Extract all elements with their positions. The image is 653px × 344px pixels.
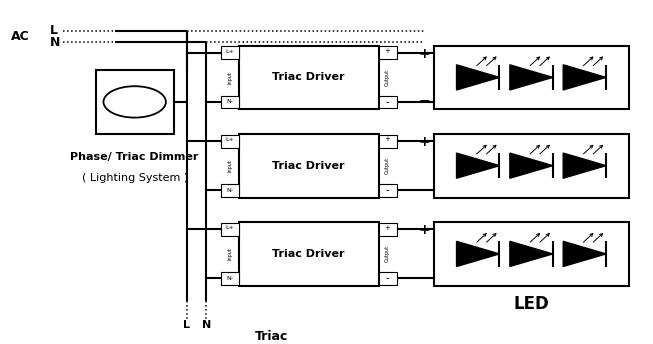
Bar [239, 134, 379, 197]
Bar [434, 134, 629, 197]
Text: AC: AC [11, 30, 30, 43]
Bar [379, 96, 397, 108]
Text: L+: L+ [225, 225, 234, 230]
Polygon shape [563, 65, 606, 90]
Text: +: + [385, 225, 390, 231]
Polygon shape [456, 241, 500, 267]
Polygon shape [456, 65, 500, 90]
Text: +: + [385, 48, 390, 54]
Polygon shape [510, 65, 553, 90]
Text: Phase/ Triac Dimmer: Phase/ Triac Dimmer [71, 152, 199, 162]
Bar [379, 272, 397, 285]
Text: N: N [50, 36, 61, 49]
Bar [96, 70, 174, 134]
Text: L+: L+ [225, 137, 234, 142]
Text: Input: Input [227, 159, 232, 172]
Text: −: − [418, 271, 430, 284]
Polygon shape [456, 153, 500, 178]
Text: -: - [386, 273, 389, 283]
Text: Triac Driver: Triac Driver [272, 161, 345, 171]
Bar [379, 223, 397, 236]
Text: L: L [50, 24, 58, 37]
Text: −: − [418, 182, 430, 196]
Bar [239, 222, 379, 286]
Text: L: L [183, 320, 190, 330]
Polygon shape [510, 241, 553, 267]
Bar [221, 184, 239, 197]
Bar [434, 222, 629, 286]
Text: +: + [418, 47, 430, 61]
Polygon shape [563, 241, 606, 267]
Text: Triac Driver: Triac Driver [272, 72, 345, 83]
Text: LED: LED [513, 295, 549, 313]
Bar [239, 45, 379, 109]
Text: N: N [202, 320, 211, 330]
Text: -: - [386, 97, 389, 107]
Text: −: − [418, 94, 430, 108]
Text: Input: Input [227, 71, 232, 84]
Text: Triac: Triac [255, 330, 288, 343]
Bar [379, 184, 397, 197]
Bar [434, 45, 629, 109]
Bar [221, 272, 239, 285]
Text: Output: Output [385, 157, 390, 174]
Bar [221, 96, 239, 108]
Bar [379, 135, 397, 148]
Text: N-: N- [226, 276, 233, 281]
Bar [379, 46, 397, 59]
Text: L+: L+ [225, 49, 234, 54]
Text: N-: N- [226, 99, 233, 105]
Text: N-: N- [226, 188, 233, 193]
Polygon shape [563, 153, 606, 178]
Text: Triac Driver: Triac Driver [272, 249, 345, 259]
Text: +: + [385, 137, 390, 142]
Bar [221, 223, 239, 236]
Text: Output: Output [385, 245, 390, 262]
Text: +: + [418, 135, 430, 149]
Text: Input: Input [227, 247, 232, 260]
Text: Output: Output [385, 69, 390, 86]
Text: ( Lighting System ): ( Lighting System ) [82, 173, 188, 183]
Polygon shape [510, 153, 553, 178]
Text: -: - [386, 185, 389, 195]
Bar [221, 46, 239, 59]
Text: +: + [418, 223, 430, 237]
Bar [221, 135, 239, 148]
